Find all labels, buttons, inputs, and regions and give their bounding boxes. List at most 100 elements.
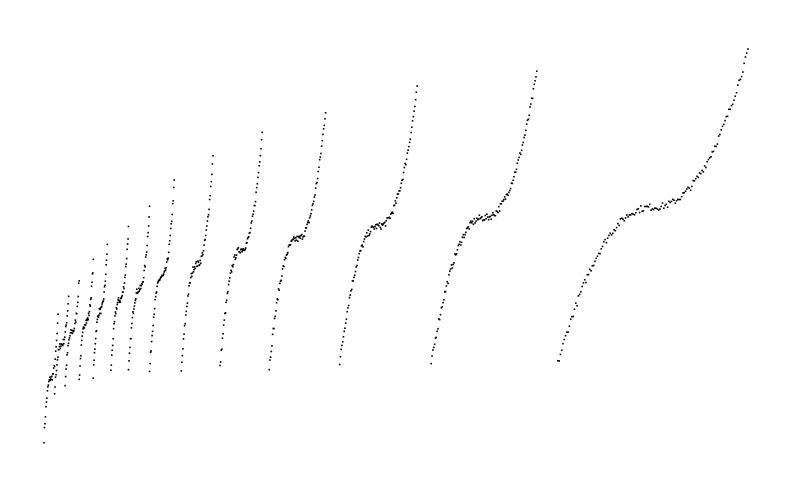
data-point: [100, 305, 103, 308]
data-point: [195, 260, 198, 263]
data-point: [194, 262, 197, 265]
data-point: [72, 330, 75, 333]
data-point: [110, 369, 112, 372]
data-point: [243, 249, 246, 252]
data-point: [46, 390, 49, 392]
data-point: [520, 149, 523, 152]
data-point: [497, 205, 500, 208]
data-point: [526, 119, 529, 122]
data-point: [225, 299, 228, 302]
data-point: [61, 343, 64, 346]
data-point: [613, 228, 615, 231]
data-point: [252, 210, 255, 212]
data-point: [220, 349, 223, 352]
data-point: [628, 214, 631, 216]
data-point: [139, 287, 142, 290]
data-point: [478, 214, 481, 217]
data-point: [89, 303, 91, 306]
data-point: [168, 243, 171, 246]
data-point: [281, 268, 284, 270]
data-point: [153, 307, 156, 310]
data-point: [45, 401, 48, 403]
data-point: [455, 253, 458, 255]
data-point: [252, 213, 254, 216]
data-point: [463, 236, 465, 239]
data-point: [64, 375, 67, 378]
data-point: [257, 171, 260, 174]
data-point: [233, 256, 235, 258]
data-point: [146, 235, 149, 238]
data-point: [257, 176, 259, 179]
data-point: [122, 286, 125, 288]
data-point: [258, 161, 261, 163]
data-point: [56, 364, 58, 366]
data-point: [440, 306, 443, 309]
data-point: [166, 259, 169, 261]
data-point: [601, 245, 604, 248]
data-point: [156, 285, 158, 288]
data-point: [432, 346, 435, 349]
data-point: [92, 258, 95, 261]
data-point: [275, 310, 277, 312]
data-point: [136, 288, 138, 290]
data-point: [678, 198, 680, 201]
data-point: [487, 216, 489, 218]
data-point: [415, 91, 418, 93]
data-point: [296, 240, 299, 242]
data-point: [45, 405, 47, 408]
data-point: [363, 238, 366, 240]
data-point: [48, 380, 50, 383]
data-point: [308, 221, 310, 224]
data-point: [490, 218, 492, 221]
data-point: [324, 117, 326, 120]
data-point: [457, 244, 460, 247]
data-point: [430, 362, 432, 365]
data-point: [696, 175, 698, 178]
data-point: [105, 259, 108, 261]
data-point: [626, 214, 628, 216]
data-point: [403, 166, 406, 169]
data-point: [370, 226, 373, 228]
data-point: [201, 252, 204, 254]
data-point: [247, 235, 250, 238]
data-point: [69, 331, 72, 334]
data-point: [525, 129, 527, 132]
data-point: [609, 232, 612, 235]
data-point: [139, 284, 142, 287]
data-point: [314, 187, 317, 189]
data-point: [320, 152, 322, 155]
data-point: [317, 170, 320, 173]
data-point: [380, 223, 383, 225]
data-point: [700, 172, 702, 175]
data-point: [614, 229, 617, 232]
data-point: [560, 349, 563, 352]
data-point: [155, 291, 158, 293]
data-point: [260, 138, 263, 141]
data-point: [384, 225, 387, 227]
data-point: [124, 265, 127, 268]
data-point: [615, 226, 618, 229]
data-point: [69, 334, 71, 337]
data-point: [187, 295, 189, 297]
data-point: [132, 311, 134, 313]
data-point: [464, 233, 466, 236]
data-point: [296, 235, 298, 238]
data-point: [352, 280, 355, 282]
data-point: [285, 254, 288, 257]
data-point: [55, 339, 58, 342]
data-point: [711, 151, 714, 153]
data-point: [258, 164, 260, 167]
data-point: [78, 280, 80, 282]
data-point: [687, 186, 689, 189]
data-point: [408, 141, 411, 144]
data-point: [666, 206, 669, 208]
data-point: [158, 279, 161, 281]
data-point: [321, 139, 324, 142]
data-point: [121, 294, 123, 297]
data-point: [399, 186, 402, 189]
data-point: [412, 115, 415, 118]
data-point: [150, 340, 153, 343]
data-point: [187, 293, 190, 295]
data-point: [89, 298, 92, 301]
data-point: [173, 179, 176, 181]
